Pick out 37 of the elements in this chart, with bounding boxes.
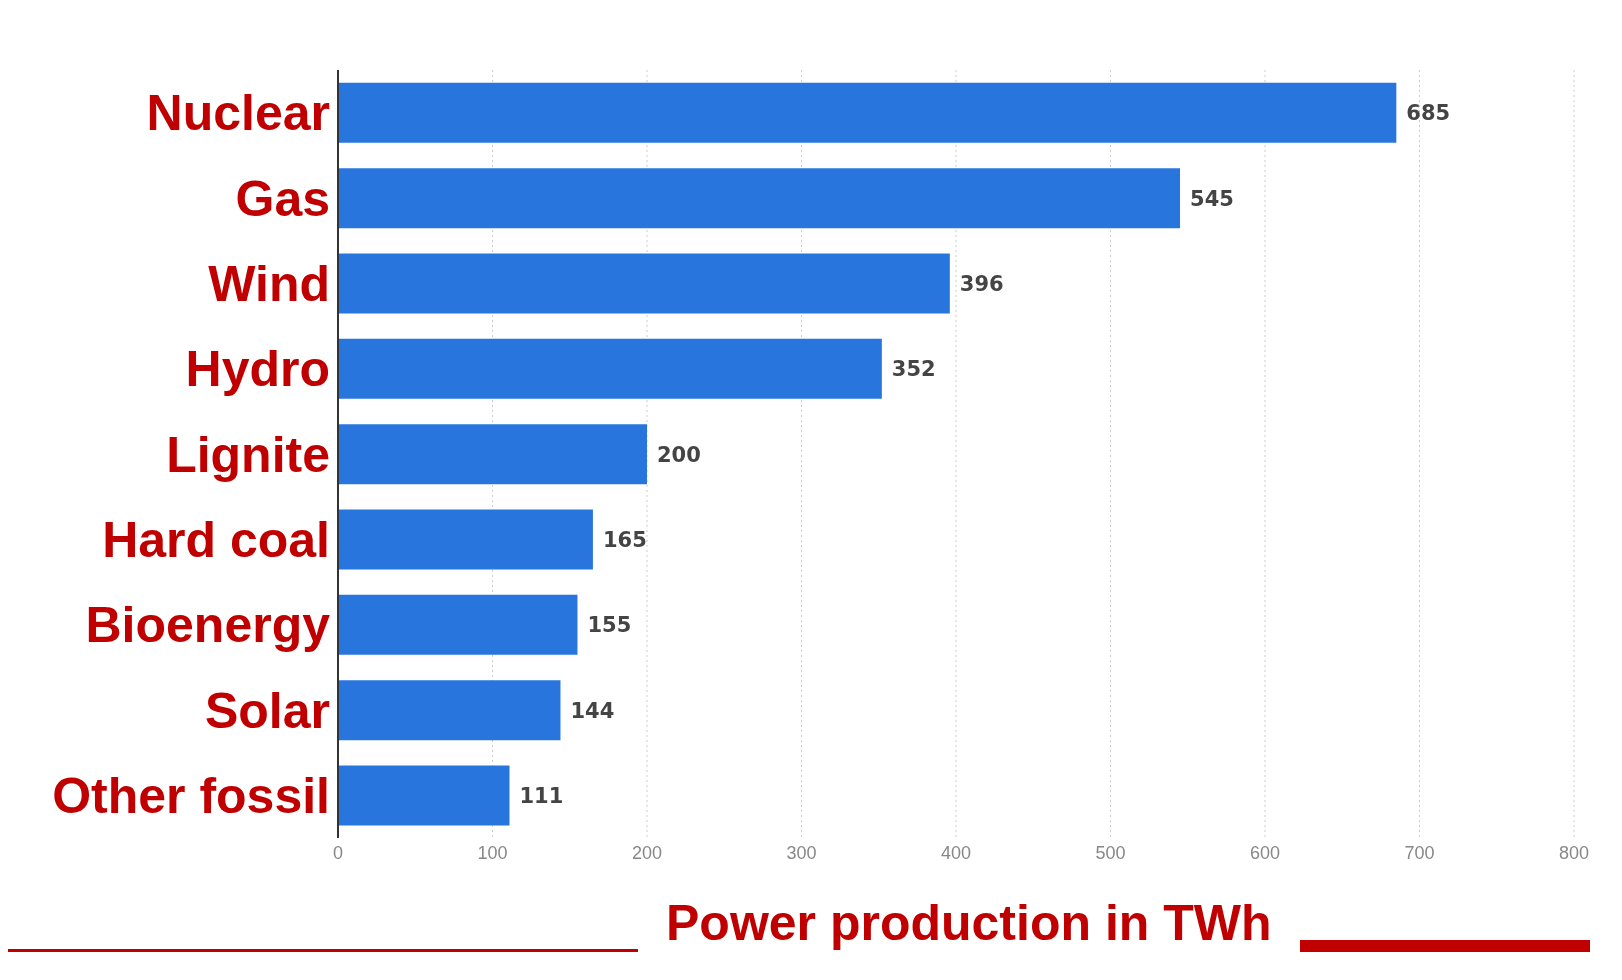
bar <box>338 680 561 741</box>
y-tick-label: Gas <box>235 170 330 227</box>
bar <box>338 424 647 485</box>
x-tick-label: 700 <box>1404 842 1435 863</box>
bar <box>338 168 1181 229</box>
bar <box>338 594 578 655</box>
data-label: 144 <box>570 698 615 723</box>
x-tick-label: 800 <box>1558 842 1590 863</box>
x-tick-label: 200 <box>631 842 663 863</box>
x-axis-title: Power production in TWh <box>665 894 1273 952</box>
x-tick-label: 500 <box>1095 842 1126 863</box>
x-tick-label: 100 <box>477 842 508 863</box>
y-tick-label: Hydro <box>185 341 330 398</box>
data-label: 155 <box>587 613 632 638</box>
x-tick-label: 600 <box>1249 842 1281 863</box>
bar <box>338 338 882 399</box>
bar <box>338 253 950 314</box>
y-tick-label: Wind <box>208 256 330 313</box>
y-tick-label: Hard coal <box>102 512 330 569</box>
y-tick-label: Other fossil <box>52 768 330 825</box>
data-label: 200 <box>657 442 701 467</box>
data-label: 396 <box>959 271 1004 296</box>
data-label: 545 <box>1190 186 1234 211</box>
data-label: 685 <box>1406 101 1451 126</box>
y-tick-label: Nuclear <box>146 85 330 142</box>
data-label: 165 <box>602 527 647 552</box>
y-tick-label: Bioenergy <box>85 597 331 654</box>
data-label: 352 <box>891 357 936 382</box>
data-label: 111 <box>519 783 564 808</box>
y-tick-label: Lignite <box>166 426 330 483</box>
x-tick-label: 0 <box>332 842 344 863</box>
bar <box>338 765 510 826</box>
x-tick-label: 300 <box>786 842 817 863</box>
y-tick-label: Solar <box>204 682 330 739</box>
bar <box>338 509 593 570</box>
x-tick-label: 400 <box>940 842 972 863</box>
bar <box>338 82 1397 143</box>
